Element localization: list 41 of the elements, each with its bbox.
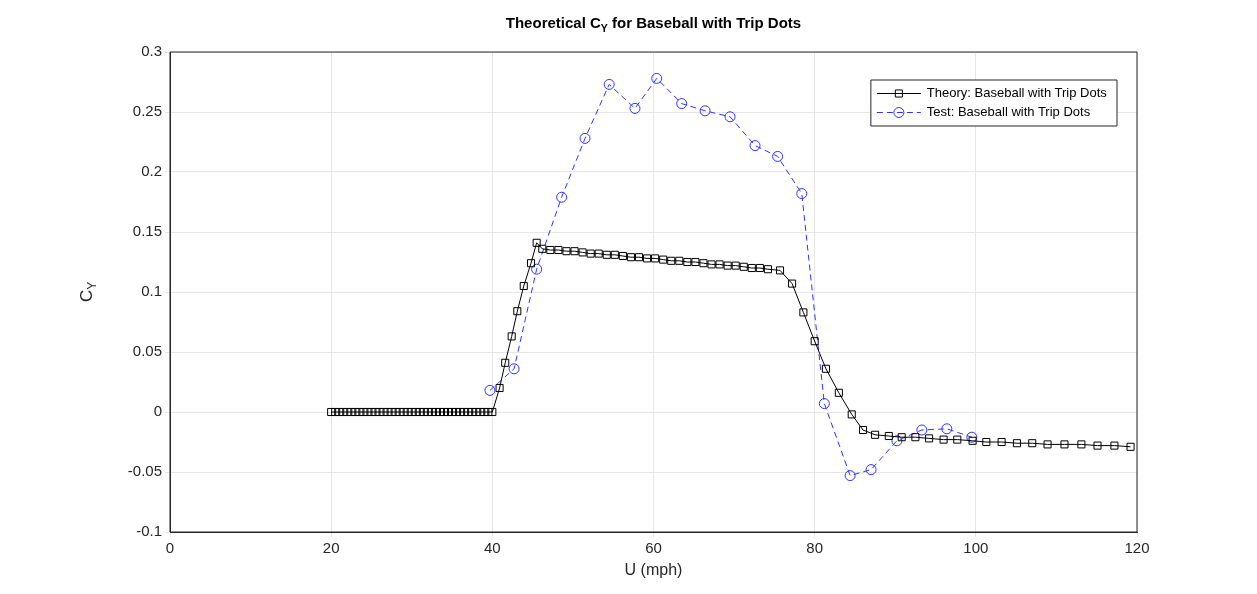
point	[651, 72, 663, 84]
y-tick-label: 0.1	[141, 282, 162, 300]
point	[891, 435, 903, 447]
point	[818, 398, 830, 410]
y-tick-label: 0.05	[132, 342, 162, 360]
point	[941, 423, 953, 435]
point	[724, 111, 736, 123]
point	[749, 140, 761, 152]
point	[629, 102, 641, 114]
point	[772, 150, 784, 162]
point	[508, 363, 520, 375]
y-tick-label: 0.3	[141, 42, 162, 60]
legend-label: Theory: Baseball with Trip Dots	[926, 85, 1108, 101]
x-tick-label: 0	[165, 539, 175, 557]
legend-label: Test: Baseball with Trip Dots	[926, 104, 1091, 120]
point	[556, 191, 568, 203]
y-tick-label: 0	[153, 402, 162, 420]
point	[966, 431, 978, 443]
y-tick-label: -0.1	[136, 522, 162, 540]
point	[865, 464, 877, 476]
point	[676, 98, 688, 110]
y-tick-label: 0.15	[132, 222, 162, 240]
x-tick-label: 100	[963, 539, 989, 557]
x-tick-label: 40	[483, 539, 501, 557]
x-axis-title: U (mph)	[624, 560, 683, 578]
y-tick-label: 0.2	[141, 162, 162, 180]
x-tick-label: 20	[322, 539, 340, 557]
y-tick-label: 0.25	[132, 102, 162, 120]
point	[579, 132, 591, 144]
point	[484, 384, 496, 396]
x-tick-label: 60	[645, 539, 662, 557]
point	[531, 263, 543, 275]
y-tick-label: -0.05	[127, 462, 162, 480]
point	[844, 470, 856, 482]
x-tick-label: 80	[806, 539, 824, 557]
point	[603, 78, 615, 90]
chart-title: Theoretical C$_{Y}$ for Baseball with Trip Dots	[504, 14, 803, 34]
point	[916, 424, 928, 436]
x-tick-label: 120	[1124, 539, 1150, 557]
point	[699, 105, 711, 117]
point	[796, 188, 808, 200]
